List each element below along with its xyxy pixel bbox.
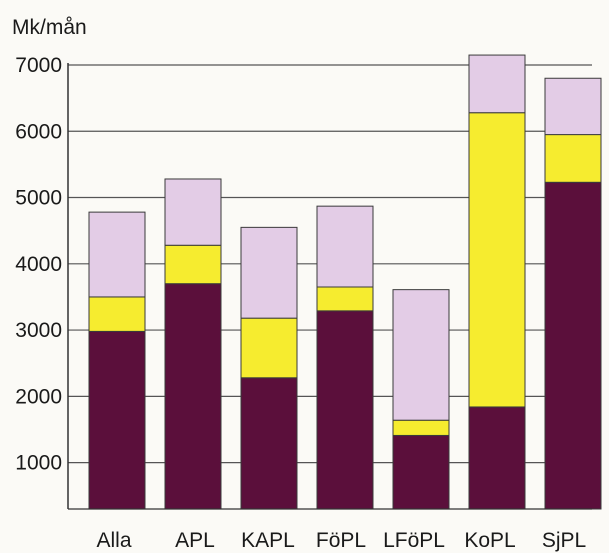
y-tick-label-2000: 2000 [15,385,62,408]
bar-FöPL-segment-3 [316,205,374,288]
y-tick-label-1000: 1000 [15,452,62,475]
bar-Alla-segment-1 [88,330,146,510]
y-tick-label-3000: 3000 [15,319,62,342]
y-tick-label-4000: 4000 [15,253,62,276]
axes [67,63,592,510]
bar-Alla-segment-2 [88,296,146,332]
y-tick-label-5000: 5000 [15,187,62,210]
bar-SjPL-segment-1 [544,181,602,510]
y-tick-label-7000: 7000 [15,54,62,77]
bar-KoPL-segment-1 [468,406,526,510]
x-tick-label-SjPL: SjPL [542,529,586,552]
x-tick-label-KAPL: KAPL [241,529,295,552]
bar-LFöPL-segment-2 [392,419,450,436]
y-tick-label-6000: 6000 [15,120,62,143]
x-tick-label-FöPL: FöPL [316,529,366,552]
x-tick-label-LFöPL: LFöPL [383,529,445,552]
bar-KAPL-segment-2 [240,317,298,379]
bar-SjPL-segment-2 [544,134,602,183]
bar-KAPL-segment-3 [240,226,298,319]
x-tick-label-APL: APL [175,529,215,552]
bar-KoPL-segment-3 [468,54,526,114]
y-axis-unit-label: Mk/mån [12,16,87,39]
bar-KoPL-segment-2 [468,112,526,408]
bar-stacks [88,54,602,510]
x-tick-labels: Alla APL KAPL FöPL LFöPL KoPL SjPL [96,529,586,552]
x-tick-label-KoPL: KoPL [464,529,515,552]
y-tick-labels: 1000 2000 3000 4000 5000 6000 7000 [15,54,62,475]
bar-APL-segment-3 [164,178,222,246]
bar-LFöPL-segment-3 [392,289,450,421]
bar-KAPL-segment-1 [240,377,298,510]
bar-SjPL-segment-3 [544,77,602,136]
bar-FöPL-segment-2 [316,286,374,312]
bar-APL-segment-2 [164,244,222,285]
x-tick-label-Alla: Alla [96,529,131,552]
bar-APL-segment-1 [164,283,222,510]
bar-Alla-segment-3 [88,211,146,298]
bar-FöPL-segment-1 [316,310,374,510]
bar-LFöPL-segment-1 [392,434,450,510]
